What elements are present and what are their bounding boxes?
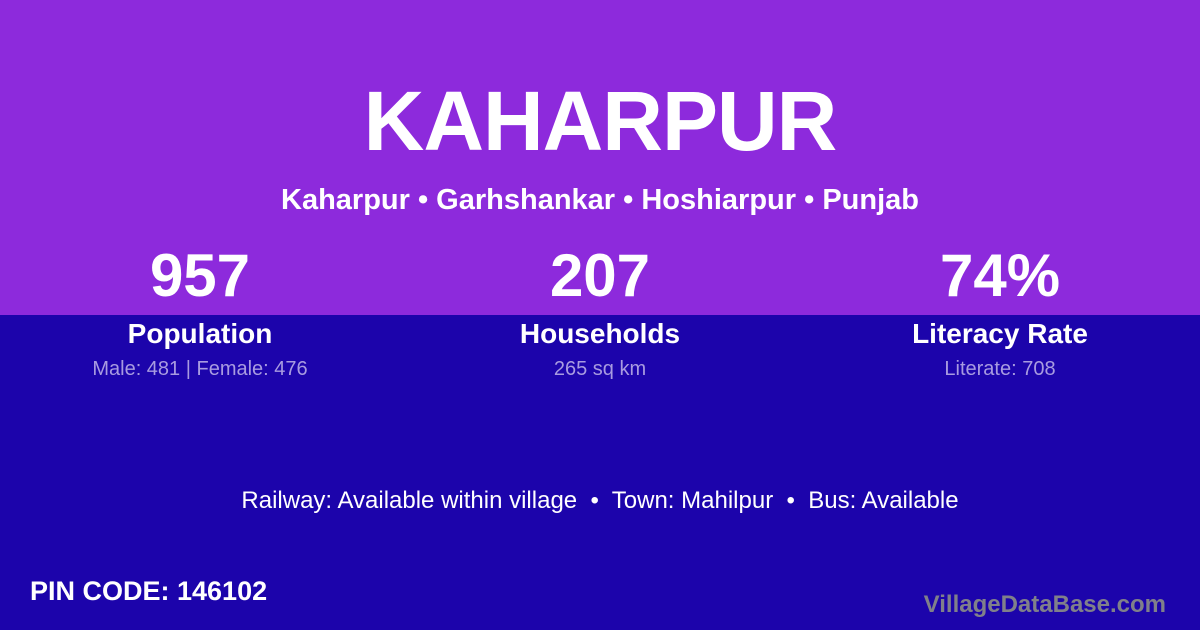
stats-row: 957 Population Male: 481 | Female: 476 2… [0, 242, 1200, 381]
stat-households: 207 Households 265 sq km [400, 242, 800, 381]
population-value: 957 [149, 242, 251, 309]
stat-literacy: 74% Literacy Rate Literate: 708 [800, 242, 1200, 381]
amenities-line: Railway: Available within village • Town… [241, 487, 959, 514]
population-label: Population [127, 318, 273, 349]
literacy-label: Literacy Rate [912, 318, 1088, 349]
literacy-value: 74% [939, 242, 1061, 309]
pin-code: PIN CODE: 146102 [30, 576, 268, 606]
households-value: 207 [549, 242, 651, 309]
households-detail: 265 sq km [553, 358, 647, 380]
stat-population: 957 Population Male: 481 | Female: 476 [0, 242, 400, 381]
breadcrumb: Kaharpur • Garhshankar • Hoshiarpur • Pu… [281, 184, 919, 216]
literacy-detail: Literate: 708 [944, 358, 1056, 380]
page-title: KAHARPUR [363, 74, 838, 168]
population-detail: Male: 481 | Female: 476 [92, 358, 308, 380]
site-watermark: VillageDataBase.com [923, 591, 1166, 618]
households-label: Households [519, 318, 681, 349]
